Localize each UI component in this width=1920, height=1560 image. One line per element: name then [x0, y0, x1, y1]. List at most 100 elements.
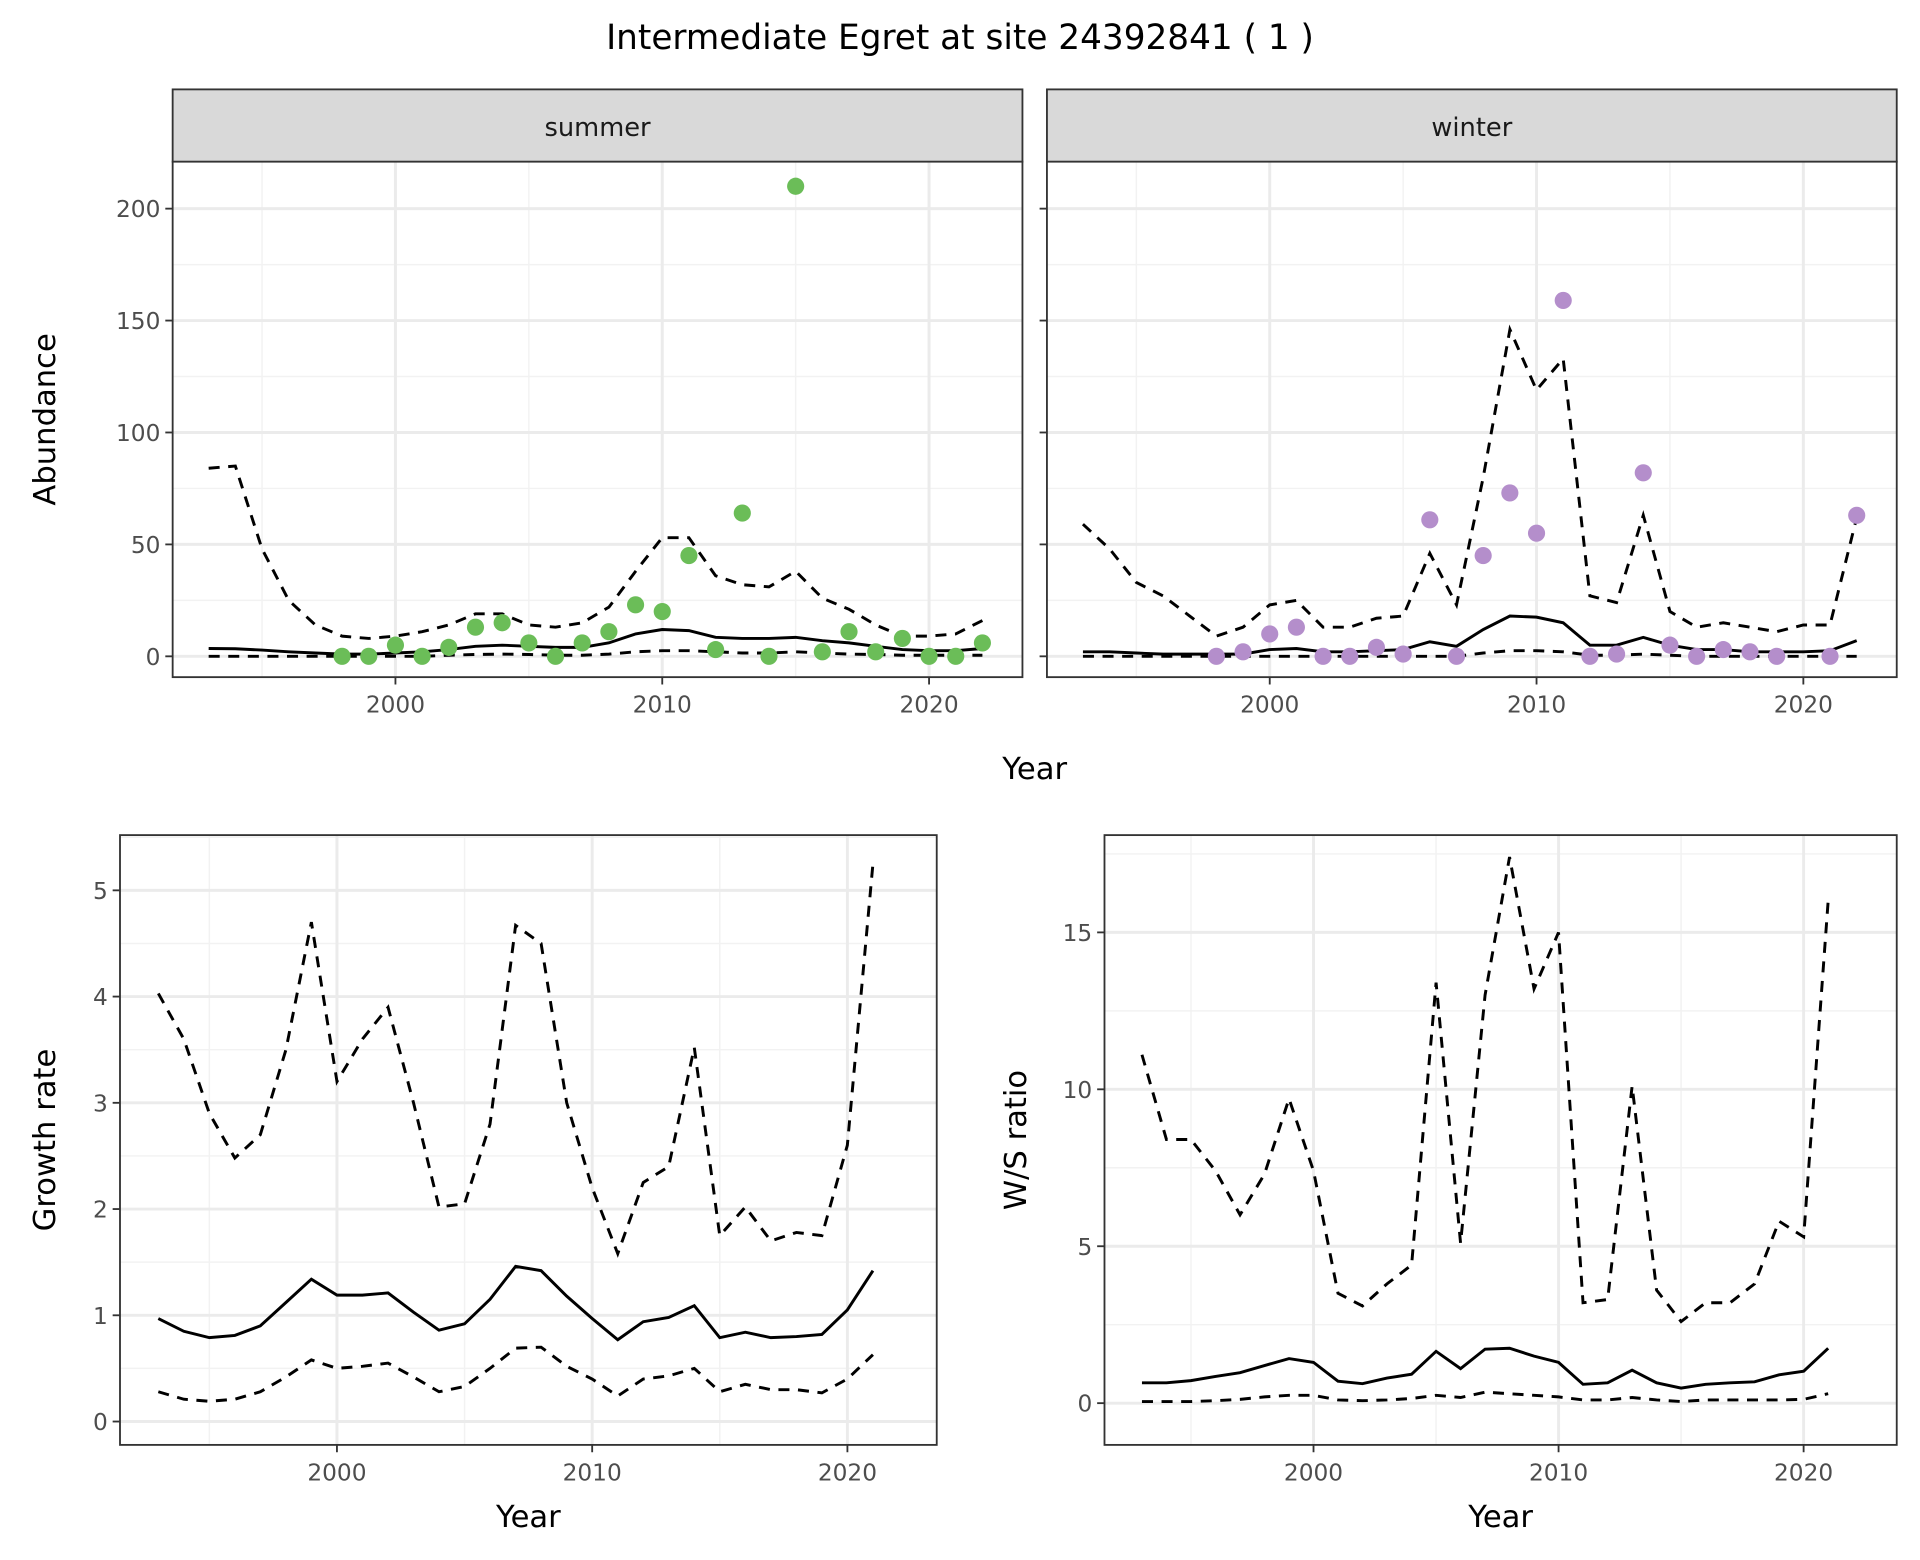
data-point	[813, 643, 831, 661]
data-point	[760, 647, 778, 665]
data-point	[1661, 636, 1679, 654]
plot-background	[120, 835, 937, 1445]
data-point	[1714, 641, 1732, 659]
data-point	[680, 547, 698, 565]
upper-bound-line	[1140, 856, 1830, 1324]
y-axis-label: Growth rate	[28, 1049, 63, 1232]
data-point	[733, 504, 751, 522]
data-point	[920, 647, 938, 665]
data-point	[947, 647, 965, 665]
plot-background	[1046, 161, 1897, 678]
data-point	[440, 638, 458, 656]
data-point	[1554, 291, 1572, 309]
facet-strip	[1046, 88, 1898, 163]
figure-title: Intermediate Egret at site 24392841 ( 1 …	[606, 18, 1314, 58]
data-point	[493, 614, 511, 632]
x-axis-label: Year	[1467, 1500, 1533, 1535]
data-point	[1367, 638, 1386, 656]
facet-strip-label: winter	[1431, 113, 1512, 143]
x-tick-label: 2020	[1774, 1459, 1833, 1486]
data-point	[1341, 647, 1359, 665]
data-point	[360, 647, 378, 665]
panel-winter: winter 2000 2010 2020	[1039, 88, 1898, 719]
y-axis-label: Abundance	[28, 333, 63, 505]
data-point	[520, 634, 538, 652]
y-tick-label: 10	[1063, 1077, 1093, 1104]
data-point	[1581, 647, 1599, 665]
data-point	[1741, 643, 1759, 661]
y-tick-label: 1	[93, 1303, 108, 1330]
facet-strip	[171, 88, 1024, 163]
x-tick-label: 2020	[818, 1459, 877, 1486]
y-tick-label: 3	[93, 1090, 108, 1117]
y-tick-label: 100	[116, 420, 160, 447]
x-tick-label: 2020	[899, 692, 958, 719]
panel-growth: 2000 2010 2020 0 1 2 3 4 5 Growth rate Year	[28, 834, 938, 1535]
data-point	[867, 643, 885, 661]
data-point	[1421, 511, 1439, 529]
facet-strip-label: summer	[544, 113, 651, 143]
data-point	[707, 641, 725, 659]
x-tick-label: 2010	[563, 1459, 622, 1486]
data-point	[386, 636, 405, 654]
y-axis-label: W/S ratio	[999, 1070, 1034, 1210]
data-point	[1261, 625, 1279, 643]
panel-border	[1103, 834, 1898, 1446]
data-point	[973, 634, 991, 652]
panel-summer: summer 2000 2010 2020 0 50 100 150 200 Abundance	[28, 88, 1024, 719]
y-tick-label: 200	[116, 196, 160, 223]
lower-bound-line	[157, 1345, 874, 1403]
y-tick-label: 50	[131, 532, 161, 559]
y-tick-label: 15	[1063, 920, 1093, 947]
data-point	[1474, 547, 1492, 565]
top-x-axis-label: Year	[1001, 752, 1067, 787]
data-point	[1314, 647, 1332, 665]
lower-bound-line	[1141, 1390, 1829, 1404]
x-tick-label: 2000	[1284, 1459, 1343, 1486]
data-point	[653, 602, 671, 621]
data-point	[573, 634, 591, 652]
data-point	[1207, 647, 1225, 665]
data-point	[1447, 647, 1466, 665]
data-point	[893, 629, 911, 647]
mean-line	[1141, 1346, 1830, 1390]
y-tick-label: 0	[146, 644, 161, 671]
y-tick-label: 4	[93, 984, 108, 1011]
data-point	[413, 647, 431, 665]
y-tick-label: 0	[1077, 1391, 1092, 1418]
plot-background	[172, 161, 1023, 678]
mean-line	[157, 1264, 875, 1342]
data-point	[1234, 643, 1252, 661]
data-point	[1821, 647, 1839, 665]
upper-bound-line	[1081, 324, 1859, 638]
y-tick-label: 150	[116, 308, 160, 335]
plot-background	[1104, 835, 1897, 1445]
x-tick-label: 2000	[307, 1459, 366, 1486]
x-tick-label: 2010	[633, 692, 692, 719]
data-point	[1848, 506, 1866, 524]
data-point	[1768, 647, 1786, 665]
data-point	[1634, 464, 1652, 482]
panel-ratio: 2000 2010 2020 0 5 10 15 W/S ratio Year	[999, 834, 1898, 1535]
x-tick-label: 2020	[1774, 692, 1833, 719]
y-tick-label: 5	[93, 878, 108, 905]
upper-bound-line	[208, 464, 984, 640]
data-point	[1608, 645, 1626, 663]
data-point	[1394, 645, 1412, 663]
x-axis-label: Year	[495, 1500, 561, 1535]
upper-bound-line	[157, 863, 875, 1258]
panel-border	[119, 834, 938, 1446]
data-point	[600, 623, 618, 641]
data-point	[840, 623, 858, 641]
y-tick-label: 5	[1077, 1234, 1092, 1261]
data-point	[1501, 484, 1519, 502]
y-tick-label: 0	[93, 1409, 108, 1436]
x-tick-label: 2000	[1240, 692, 1299, 719]
data-point	[1688, 647, 1706, 665]
x-tick-label: 2010	[1529, 1459, 1588, 1486]
y-tick-label: 2	[93, 1197, 108, 1224]
data-point	[466, 618, 485, 636]
data-point	[546, 647, 565, 665]
x-tick-label: 2010	[1507, 692, 1566, 719]
